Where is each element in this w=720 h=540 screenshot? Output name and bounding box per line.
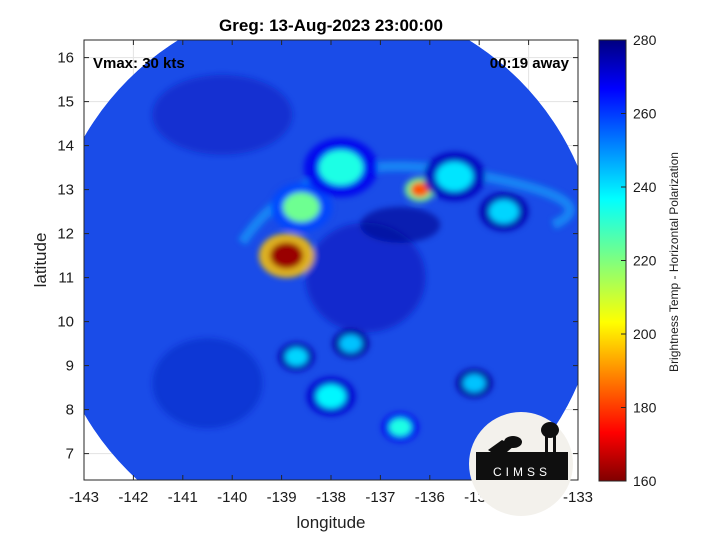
cold-region: [152, 338, 263, 429]
y-tick-label: 7: [66, 446, 74, 463]
feature-core: [410, 182, 430, 198]
swath: [84, 40, 578, 480]
time-away-annotation: 00:19 away: [490, 55, 570, 72]
y-tick-label: 9: [66, 358, 74, 375]
water-tower-leg: [545, 432, 548, 454]
colorbar-tick-label: 220: [633, 253, 657, 269]
y-tick-label: 10: [57, 314, 74, 331]
feature-layer: [152, 74, 575, 443]
feature-core: [316, 384, 346, 409]
x-tick-label: -139: [267, 489, 297, 506]
colorbar-tick-label: 160: [633, 473, 657, 489]
satellite-dish-icon: [504, 436, 522, 448]
colorbar-tick-label: 280: [633, 32, 657, 48]
colorbar-tick-label: 260: [633, 106, 657, 122]
logo-text: CIMSS: [493, 465, 551, 479]
cold-region: [360, 206, 441, 243]
x-tick-label: -140: [217, 489, 247, 506]
axis-ticks: -143-142-141-140-139-138-137-136-135-134…: [57, 40, 593, 506]
x-tick-label: -133: [563, 489, 593, 506]
cold-region: [152, 74, 293, 155]
logo-ground: [476, 452, 568, 480]
y-axis-label: latitude: [31, 233, 50, 288]
water-tower-leg: [553, 432, 556, 454]
colorbar: 160 180 200 220 240 260 280 Brightness Temp - …: [598, 32, 681, 489]
y-tick-label: 15: [57, 94, 74, 111]
feature-core: [318, 149, 364, 186]
y-tick-label: 13: [57, 182, 74, 199]
x-tick-label: -138: [316, 489, 346, 506]
vmax-annotation: Vmax: 30 kts: [93, 55, 185, 72]
x-tick-label: -142: [118, 489, 148, 506]
x-tick-label: -137: [365, 489, 395, 506]
y-tick-label: 11: [58, 270, 74, 287]
x-tick-label: -141: [168, 489, 198, 506]
water-tower-tank: [541, 422, 559, 438]
feature-core: [435, 161, 474, 192]
feature-core: [489, 199, 519, 224]
chart-title: Greg: 13-Aug-2023 23:00:00: [219, 16, 443, 35]
y-tick-label: 14: [57, 138, 74, 155]
colorbar-label: Brightness Temp - Horizontal Polarizatio…: [667, 152, 681, 372]
feature-core: [463, 374, 486, 393]
colorbar-tick-label: 240: [633, 179, 657, 195]
y-tick-label: 16: [57, 50, 74, 67]
feature-core: [282, 192, 320, 223]
feature-core: [339, 334, 362, 353]
x-tick-label: -143: [69, 489, 99, 506]
colorbar-tick-label: 180: [633, 400, 657, 416]
x-tick-label: -136: [415, 489, 445, 506]
colorbar-tick-label: 200: [633, 326, 657, 342]
y-tick-label: 12: [57, 226, 74, 243]
y-tick-label: 8: [66, 402, 74, 419]
feature-core: [285, 347, 308, 366]
plot-area: -143-142-141-140-139-138-137-136-135-134…: [57, 39, 593, 506]
feature-core: [389, 418, 412, 437]
feature-core: [269, 242, 304, 269]
cold-region: [305, 222, 426, 333]
colorbar-ticks: 160 180 200 220 240 260 280: [621, 32, 657, 489]
cimss-logo: CIMSS: [469, 412, 573, 516]
x-axis-label: longitude: [296, 513, 365, 532]
